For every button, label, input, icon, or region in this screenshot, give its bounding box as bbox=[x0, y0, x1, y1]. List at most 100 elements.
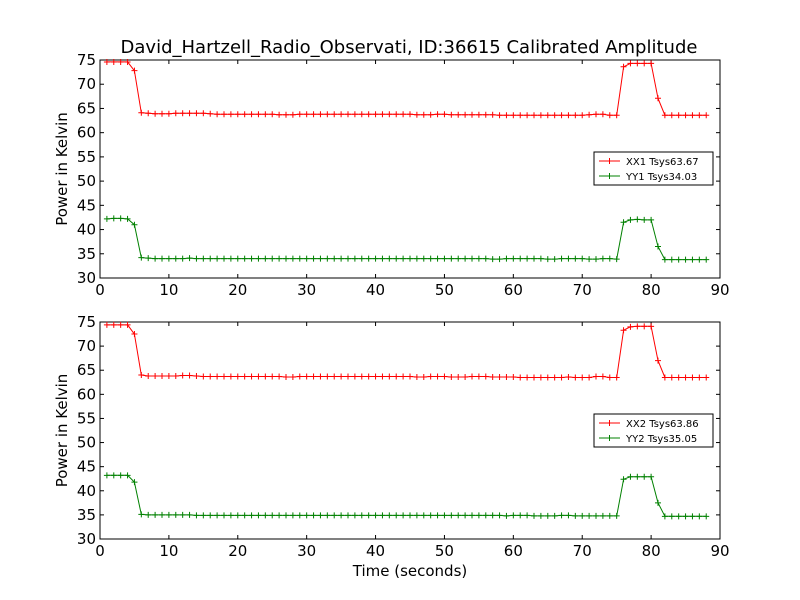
data-point bbox=[303, 255, 310, 262]
data-point bbox=[613, 256, 620, 263]
plot-frame bbox=[99, 321, 721, 540]
plot-frame bbox=[99, 59, 721, 279]
data-point bbox=[634, 60, 641, 67]
data-point bbox=[469, 512, 475, 519]
data-point bbox=[393, 111, 400, 118]
data-point bbox=[186, 372, 193, 379]
x-tick-label: 80 bbox=[642, 281, 661, 299]
data-point bbox=[434, 373, 441, 380]
data-point bbox=[186, 511, 193, 518]
data-point bbox=[482, 111, 489, 118]
data-point bbox=[689, 112, 696, 119]
data-point bbox=[317, 373, 324, 380]
data-point bbox=[544, 512, 551, 519]
data-point bbox=[655, 499, 661, 506]
data-point bbox=[572, 512, 579, 519]
data-point bbox=[214, 111, 221, 118]
data-point bbox=[241, 255, 248, 262]
data-point bbox=[648, 60, 655, 67]
data-point bbox=[386, 512, 393, 519]
data-point bbox=[668, 374, 675, 381]
data-point bbox=[193, 110, 200, 117]
data-point bbox=[413, 373, 420, 380]
data-point bbox=[434, 255, 441, 262]
data-point bbox=[372, 255, 379, 262]
data-point bbox=[703, 112, 710, 119]
data-point bbox=[489, 373, 496, 380]
data-point bbox=[400, 255, 407, 262]
data-point bbox=[689, 374, 696, 381]
y-tick-label: 70 bbox=[77, 75, 96, 93]
data-point bbox=[517, 512, 524, 519]
data-point bbox=[675, 513, 682, 520]
data-point bbox=[503, 373, 510, 380]
y-tick-label: 45 bbox=[77, 458, 96, 476]
data-point bbox=[358, 111, 365, 118]
data-point bbox=[117, 472, 124, 479]
data-point bbox=[517, 374, 524, 381]
data-point bbox=[324, 111, 331, 118]
data-point bbox=[138, 254, 145, 261]
data-point bbox=[510, 373, 517, 380]
data-point bbox=[165, 110, 172, 117]
data-point bbox=[152, 110, 159, 117]
data-point bbox=[365, 512, 372, 519]
x-tick-label: 70 bbox=[573, 542, 592, 560]
data-point bbox=[544, 374, 551, 381]
data-point bbox=[544, 112, 551, 119]
bottom-panel: 0 10 20 30 40 50 60 70 80 90 30 35 40 45 50 55 60 65 70 75 P… bbox=[53, 313, 730, 560]
data-point bbox=[448, 512, 455, 519]
data-point bbox=[310, 255, 317, 262]
legend-label: YY2 Tsys35.05 bbox=[625, 434, 697, 445]
data-point bbox=[434, 111, 441, 118]
data-point bbox=[627, 60, 634, 67]
data-point bbox=[427, 373, 434, 380]
data-point bbox=[579, 512, 586, 519]
data-point bbox=[214, 512, 221, 519]
data-point bbox=[214, 373, 221, 380]
data-point bbox=[627, 216, 634, 223]
data-point bbox=[407, 512, 413, 519]
data-point bbox=[420, 255, 427, 262]
data-point bbox=[221, 111, 227, 118]
data-point bbox=[234, 373, 241, 380]
data-point bbox=[365, 373, 372, 380]
data-point bbox=[317, 255, 324, 262]
data-point bbox=[503, 255, 510, 262]
data-point bbox=[537, 255, 544, 262]
y-tick-label: 50 bbox=[77, 172, 96, 190]
data-point bbox=[469, 373, 475, 380]
data-point bbox=[407, 111, 413, 118]
data-point bbox=[475, 111, 482, 118]
x-tick-label: 30 bbox=[297, 281, 316, 299]
data-point bbox=[420, 111, 427, 118]
x-tick-label: 90 bbox=[710, 542, 729, 560]
data-point bbox=[296, 512, 303, 519]
data-point bbox=[413, 255, 420, 262]
data-point bbox=[682, 256, 689, 263]
data-point bbox=[379, 512, 386, 519]
data-point bbox=[503, 112, 510, 119]
data-point bbox=[262, 255, 269, 262]
data-point bbox=[668, 112, 675, 119]
y-tick-label: 35 bbox=[77, 245, 96, 263]
data-point bbox=[110, 58, 117, 65]
data-point bbox=[131, 479, 138, 486]
legend-box bbox=[593, 151, 714, 186]
data-point bbox=[558, 374, 565, 381]
data-point bbox=[613, 512, 620, 519]
data-point bbox=[455, 255, 462, 262]
y-tick-label: 45 bbox=[77, 196, 96, 214]
data-point bbox=[255, 373, 262, 380]
data-point bbox=[103, 472, 110, 479]
data-point bbox=[531, 255, 537, 262]
data-point bbox=[372, 512, 379, 519]
data-point bbox=[138, 511, 145, 518]
data-point bbox=[668, 256, 675, 263]
data-point bbox=[351, 111, 358, 118]
data-point bbox=[159, 373, 165, 380]
data-point bbox=[475, 373, 482, 380]
data-point bbox=[296, 111, 303, 118]
data-point bbox=[648, 216, 655, 223]
